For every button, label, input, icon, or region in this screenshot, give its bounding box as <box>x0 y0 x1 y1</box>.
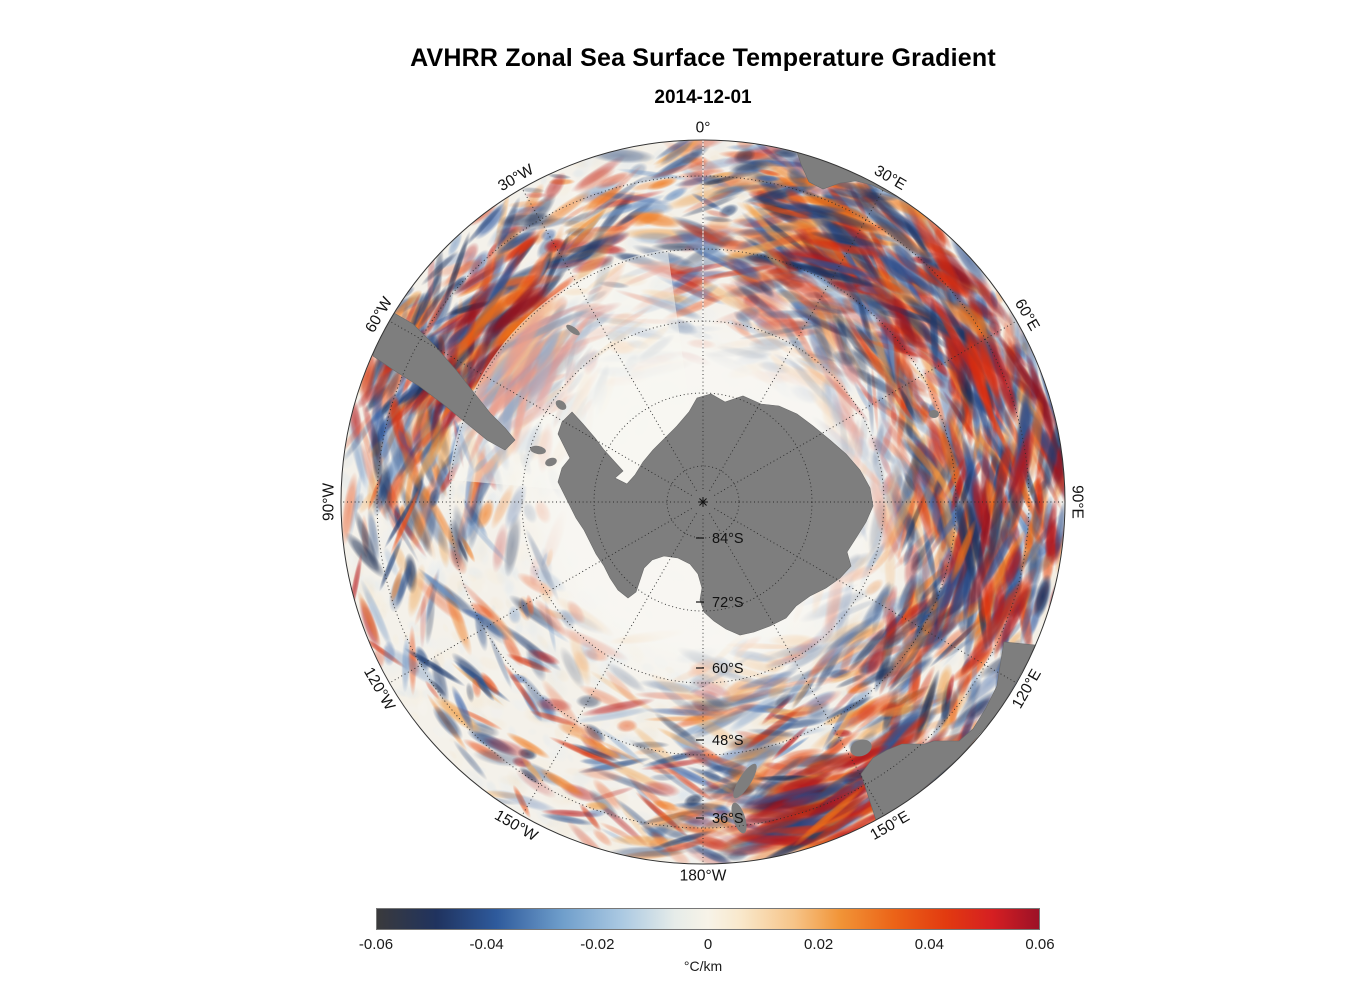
australia-landmass <box>860 641 1036 821</box>
island <box>733 763 757 799</box>
island <box>850 739 872 757</box>
latitude-label: 72°S <box>712 595 744 611</box>
colorbar-gradient <box>376 908 1040 930</box>
longitude-label: 30°W <box>495 161 537 195</box>
latitude-label: 36°S <box>712 811 744 827</box>
longitude-label: 180°W <box>680 868 727 885</box>
longitude-label: 30°E <box>871 162 909 194</box>
longitude-label: 0° <box>696 120 711 137</box>
latitude-label: 84°S <box>712 531 744 547</box>
island <box>566 324 580 336</box>
island <box>555 400 567 410</box>
colorbar-tick-label: 0 <box>703 936 713 953</box>
map-boundary <box>340 139 1066 865</box>
colorbar-unit-label: °C/km <box>683 958 723 974</box>
colorbar-tick-label: 0.02 <box>804 936 834 953</box>
latitude-label: 48°S <box>712 733 744 749</box>
longitude-label: 60°E <box>1011 296 1043 334</box>
latitude-label: 60°S <box>712 661 744 677</box>
colorbar-tick-label: 0.06 <box>1025 936 1055 953</box>
antarctica-landmass <box>557 393 874 636</box>
longitude-label: 90°E <box>1069 485 1086 519</box>
island <box>545 457 557 467</box>
island <box>530 445 546 455</box>
island <box>929 410 939 418</box>
graticule <box>341 140 1065 864</box>
map-overlay: 0°30°E60°E90°E120°E150°E180°W150°W120°W9… <box>321 120 1086 885</box>
colorbar-tick-label: -0.02 <box>580 936 615 953</box>
island <box>719 563 725 569</box>
colorbar-ticks: -0.06 -0.04 -0.02 0 0.02 0.04 0.06 <box>359 936 1055 954</box>
colorbar-tick-label: -0.06 <box>358 936 394 953</box>
longitude-label: 90°W <box>321 483 338 521</box>
colorbar-tick-label: -0.04 <box>469 936 504 953</box>
chart-subtitle: 2014-12-01 <box>654 87 752 108</box>
south-america-landmass <box>372 312 516 451</box>
colorbar-tick-label: 0.04 <box>914 936 944 953</box>
chart-title: AVHRR Zonal Sea Surface Temperature Grad… <box>410 44 996 72</box>
land-layer <box>372 151 1036 834</box>
pole-marker <box>698 497 708 507</box>
